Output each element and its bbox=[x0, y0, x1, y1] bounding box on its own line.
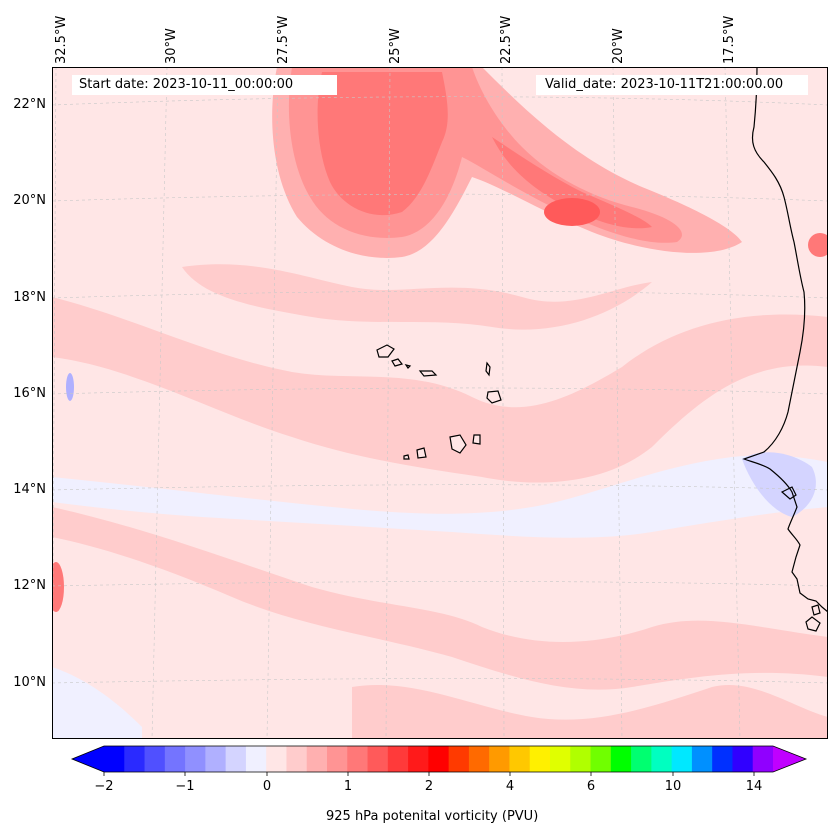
lon-label-22-5w: 22.5°W bbox=[499, 15, 514, 64]
lat-label-10n: 10°N bbox=[13, 675, 46, 690]
lat-label-18n: 18°N bbox=[13, 290, 46, 305]
colorbar-cell bbox=[671, 746, 693, 772]
colorbar-cell bbox=[164, 746, 186, 772]
colorbar-cell bbox=[631, 746, 652, 772]
colorbar bbox=[70, 745, 808, 776]
valid-date-box bbox=[536, 75, 808, 95]
colorbar-cell bbox=[245, 746, 267, 772]
colorbar-cell bbox=[752, 746, 774, 772]
pv-band-bottom bbox=[352, 684, 828, 739]
pv-coast-blue bbox=[742, 452, 816, 517]
lon-label-25w: 25°W bbox=[388, 28, 403, 64]
lon-label-17-5w: 17.5°W bbox=[722, 15, 737, 64]
colorbar-cell bbox=[428, 746, 450, 772]
colorbar-cell bbox=[266, 746, 288, 772]
cbar-tick-1: 1 bbox=[343, 779, 353, 794]
cbar-tick-14: 14 bbox=[745, 779, 763, 794]
cbar-tick-10: 10 bbox=[664, 779, 682, 794]
lat-label-14n: 14°N bbox=[13, 482, 46, 497]
colorbar-cell bbox=[327, 746, 348, 772]
pv-west-red bbox=[52, 562, 64, 612]
colorbar-cell bbox=[387, 746, 409, 772]
cbar-tick-0: 0 bbox=[262, 779, 272, 794]
map-frame bbox=[52, 67, 828, 739]
colorbar-cell bbox=[225, 746, 247, 772]
colorbar-cell bbox=[732, 746, 754, 772]
colorbar-cell bbox=[367, 746, 389, 772]
lon-label-27-5w: 27.5°W bbox=[276, 15, 291, 64]
lon-label-20w: 20°W bbox=[611, 28, 626, 64]
lat-label-22n: 22°N bbox=[13, 97, 46, 112]
africa-coastline bbox=[742, 67, 828, 613]
colorbar-cell bbox=[550, 746, 571, 772]
colorbar-cell bbox=[124, 746, 146, 772]
africa-coast-detail bbox=[780, 486, 821, 632]
pv-band-south bbox=[52, 507, 828, 690]
pv-streak-core bbox=[492, 137, 652, 229]
start-date-box bbox=[72, 75, 337, 95]
colorbar-cell bbox=[185, 746, 206, 772]
pv-band-low-west bbox=[52, 667, 142, 739]
colorbar-cell bbox=[306, 746, 328, 772]
colorbar-cell bbox=[529, 746, 551, 772]
colorbar-cell bbox=[144, 746, 166, 772]
pv-west-blue bbox=[66, 373, 74, 401]
pv-band-upper bbox=[182, 264, 652, 330]
pv-max-core bbox=[544, 198, 600, 226]
cbar-tick-2: 2 bbox=[424, 779, 434, 794]
colorbar-cell bbox=[347, 746, 369, 772]
pv-plume-core bbox=[317, 72, 448, 216]
colorbar-under-arrow bbox=[72, 746, 104, 772]
cbar-tick-neg2: −2 bbox=[94, 779, 114, 794]
colorbar-cell bbox=[691, 746, 713, 772]
colorbar-cells bbox=[104, 746, 774, 772]
colorbar-cell bbox=[286, 746, 308, 772]
pv-band-low bbox=[52, 455, 828, 538]
map-panel[interactable] bbox=[52, 67, 828, 739]
lon-label-32-5w: 32.5°W bbox=[54, 15, 69, 64]
colorbar-cell bbox=[205, 746, 227, 772]
colorbar-cell bbox=[712, 746, 734, 772]
colorbar-cell bbox=[590, 746, 612, 772]
pv-east-red bbox=[808, 233, 828, 257]
lat-label-16n: 16°N bbox=[13, 386, 46, 401]
lat-label-12n: 12°N bbox=[13, 578, 46, 593]
lon-label-30w: 30°W bbox=[164, 28, 179, 64]
cbar-tick-6: 6 bbox=[586, 779, 596, 794]
gridlines bbox=[52, 67, 828, 739]
colorbar-cell bbox=[570, 746, 592, 772]
colorbar-cell bbox=[489, 746, 511, 772]
lat-label-20n: 20°N bbox=[13, 193, 46, 208]
colorbar-cell bbox=[468, 746, 490, 772]
start-date: Start date: 2023-10-11_00:00:00 bbox=[79, 77, 294, 92]
valid-date: Valid_date: 2023-10-11T21:00:00.00 bbox=[545, 77, 784, 92]
colorbar-over-arrow bbox=[773, 746, 806, 772]
colorbar-cell bbox=[448, 746, 470, 772]
cape-verde-islands bbox=[376, 344, 502, 460]
cbar-tick-4: 4 bbox=[505, 779, 515, 794]
colorbar-cell bbox=[408, 746, 429, 772]
colorbar-ticks bbox=[103, 772, 755, 776]
colorbar-cell bbox=[509, 746, 531, 772]
colorbar-cell bbox=[651, 746, 673, 772]
pv-band-north bbox=[52, 297, 828, 483]
cbar-tick-neg1: −1 bbox=[175, 779, 195, 794]
colorbar-label: 925 hPa potenital vorticity (PVU) bbox=[326, 809, 539, 824]
colorbar-cell bbox=[610, 746, 632, 772]
colorbar-cell bbox=[104, 746, 125, 772]
